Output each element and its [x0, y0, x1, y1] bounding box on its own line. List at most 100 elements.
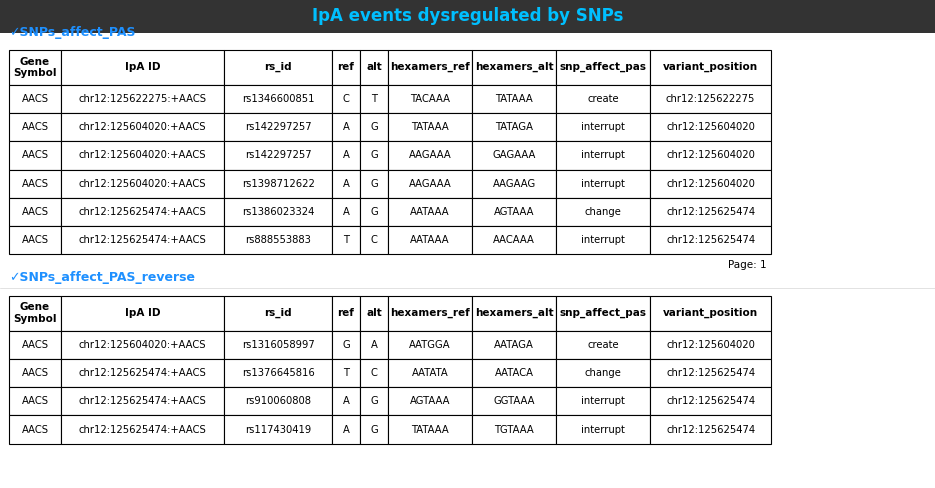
- Text: chr12:125604020: chr12:125604020: [666, 122, 755, 132]
- Text: AAGAAA: AAGAAA: [409, 150, 452, 161]
- Text: TATAAA: TATAAA: [411, 425, 449, 435]
- Text: G: G: [370, 207, 378, 217]
- Text: chr12:125604020:+AACS: chr12:125604020:+AACS: [79, 179, 207, 189]
- FancyBboxPatch shape: [9, 85, 61, 113]
- FancyBboxPatch shape: [9, 226, 61, 254]
- FancyBboxPatch shape: [556, 331, 650, 359]
- Text: chr12:125604020:+AACS: chr12:125604020:+AACS: [79, 122, 207, 132]
- FancyBboxPatch shape: [650, 170, 771, 198]
- Text: TGTAAA: TGTAAA: [495, 425, 534, 435]
- FancyBboxPatch shape: [472, 170, 556, 198]
- FancyBboxPatch shape: [332, 198, 360, 226]
- FancyBboxPatch shape: [332, 50, 360, 85]
- Text: IpA events dysregulated by SNPs: IpA events dysregulated by SNPs: [311, 7, 624, 25]
- FancyBboxPatch shape: [650, 50, 771, 85]
- FancyBboxPatch shape: [360, 415, 388, 444]
- FancyBboxPatch shape: [9, 331, 61, 359]
- FancyBboxPatch shape: [360, 359, 388, 387]
- FancyBboxPatch shape: [332, 170, 360, 198]
- Text: AACS: AACS: [22, 235, 49, 245]
- FancyBboxPatch shape: [556, 359, 650, 387]
- FancyBboxPatch shape: [556, 296, 650, 331]
- FancyBboxPatch shape: [472, 415, 556, 444]
- FancyBboxPatch shape: [388, 387, 472, 415]
- Text: change: change: [584, 207, 622, 217]
- Text: AACAAA: AACAAA: [494, 235, 535, 245]
- Text: T: T: [343, 235, 349, 245]
- FancyBboxPatch shape: [224, 113, 332, 142]
- FancyBboxPatch shape: [360, 85, 388, 113]
- Text: AACS: AACS: [22, 207, 49, 217]
- FancyBboxPatch shape: [61, 50, 224, 85]
- FancyBboxPatch shape: [650, 142, 771, 170]
- Text: G: G: [370, 179, 378, 189]
- FancyBboxPatch shape: [360, 142, 388, 170]
- FancyBboxPatch shape: [61, 85, 224, 113]
- Text: C: C: [370, 235, 378, 245]
- FancyBboxPatch shape: [224, 85, 332, 113]
- FancyBboxPatch shape: [224, 198, 332, 226]
- Text: G: G: [370, 122, 378, 132]
- Text: IpA ID: IpA ID: [125, 62, 160, 72]
- FancyBboxPatch shape: [61, 359, 224, 387]
- FancyBboxPatch shape: [472, 226, 556, 254]
- Text: rs_id: rs_id: [265, 62, 292, 73]
- Text: AAGAAA: AAGAAA: [409, 179, 452, 189]
- Text: AACS: AACS: [22, 368, 49, 378]
- FancyBboxPatch shape: [388, 331, 472, 359]
- FancyBboxPatch shape: [556, 226, 650, 254]
- FancyBboxPatch shape: [9, 170, 61, 198]
- FancyBboxPatch shape: [61, 113, 224, 142]
- FancyBboxPatch shape: [9, 359, 61, 387]
- FancyBboxPatch shape: [556, 387, 650, 415]
- FancyBboxPatch shape: [9, 198, 61, 226]
- Text: chr12:125625474:+AACS: chr12:125625474:+AACS: [79, 368, 207, 378]
- Text: A: A: [342, 396, 350, 407]
- FancyBboxPatch shape: [9, 113, 61, 142]
- Text: alt: alt: [367, 308, 381, 318]
- FancyBboxPatch shape: [388, 359, 472, 387]
- Text: AATATA: AATATA: [411, 368, 449, 378]
- FancyBboxPatch shape: [61, 296, 224, 331]
- FancyBboxPatch shape: [556, 50, 650, 85]
- FancyBboxPatch shape: [472, 387, 556, 415]
- FancyBboxPatch shape: [556, 198, 650, 226]
- Text: AATAAA: AATAAA: [410, 207, 450, 217]
- Text: ✓SNPs_affect_PAS: ✓SNPs_affect_PAS: [9, 25, 136, 39]
- Text: snp_affect_pas: snp_affect_pas: [559, 308, 647, 318]
- Text: Gene
Symbol: Gene Symbol: [13, 57, 57, 78]
- FancyBboxPatch shape: [388, 85, 472, 113]
- FancyBboxPatch shape: [224, 415, 332, 444]
- FancyBboxPatch shape: [472, 50, 556, 85]
- Text: chr12:125622275:+AACS: chr12:125622275:+AACS: [79, 94, 207, 104]
- Text: hexamers_ref: hexamers_ref: [390, 308, 470, 318]
- Text: AACS: AACS: [22, 340, 49, 350]
- Text: rs1386023324: rs1386023324: [242, 207, 314, 217]
- FancyBboxPatch shape: [9, 415, 61, 444]
- Text: rs1316058997: rs1316058997: [242, 340, 314, 350]
- Text: C: C: [370, 368, 378, 378]
- FancyBboxPatch shape: [360, 170, 388, 198]
- Text: TATAGA: TATAGA: [496, 122, 533, 132]
- Text: T: T: [371, 94, 377, 104]
- FancyBboxPatch shape: [61, 415, 224, 444]
- FancyBboxPatch shape: [332, 142, 360, 170]
- Text: IpA ID: IpA ID: [125, 308, 160, 318]
- FancyBboxPatch shape: [332, 85, 360, 113]
- Text: change: change: [584, 368, 622, 378]
- Text: chr12:125625474: chr12:125625474: [666, 235, 755, 245]
- FancyBboxPatch shape: [388, 415, 472, 444]
- Text: AACS: AACS: [22, 396, 49, 407]
- Text: AATACA: AATACA: [495, 368, 534, 378]
- Text: interrupt: interrupt: [582, 122, 625, 132]
- Text: rs888553883: rs888553883: [245, 235, 311, 245]
- Text: A: A: [342, 207, 350, 217]
- FancyBboxPatch shape: [61, 226, 224, 254]
- Text: chr12:125625474:+AACS: chr12:125625474:+AACS: [79, 425, 207, 435]
- FancyBboxPatch shape: [388, 142, 472, 170]
- Text: interrupt: interrupt: [582, 179, 625, 189]
- Text: hexamers_ref: hexamers_ref: [390, 62, 470, 73]
- Text: A: A: [342, 122, 350, 132]
- FancyBboxPatch shape: [9, 296, 61, 331]
- Text: Page: 1: Page: 1: [728, 260, 767, 270]
